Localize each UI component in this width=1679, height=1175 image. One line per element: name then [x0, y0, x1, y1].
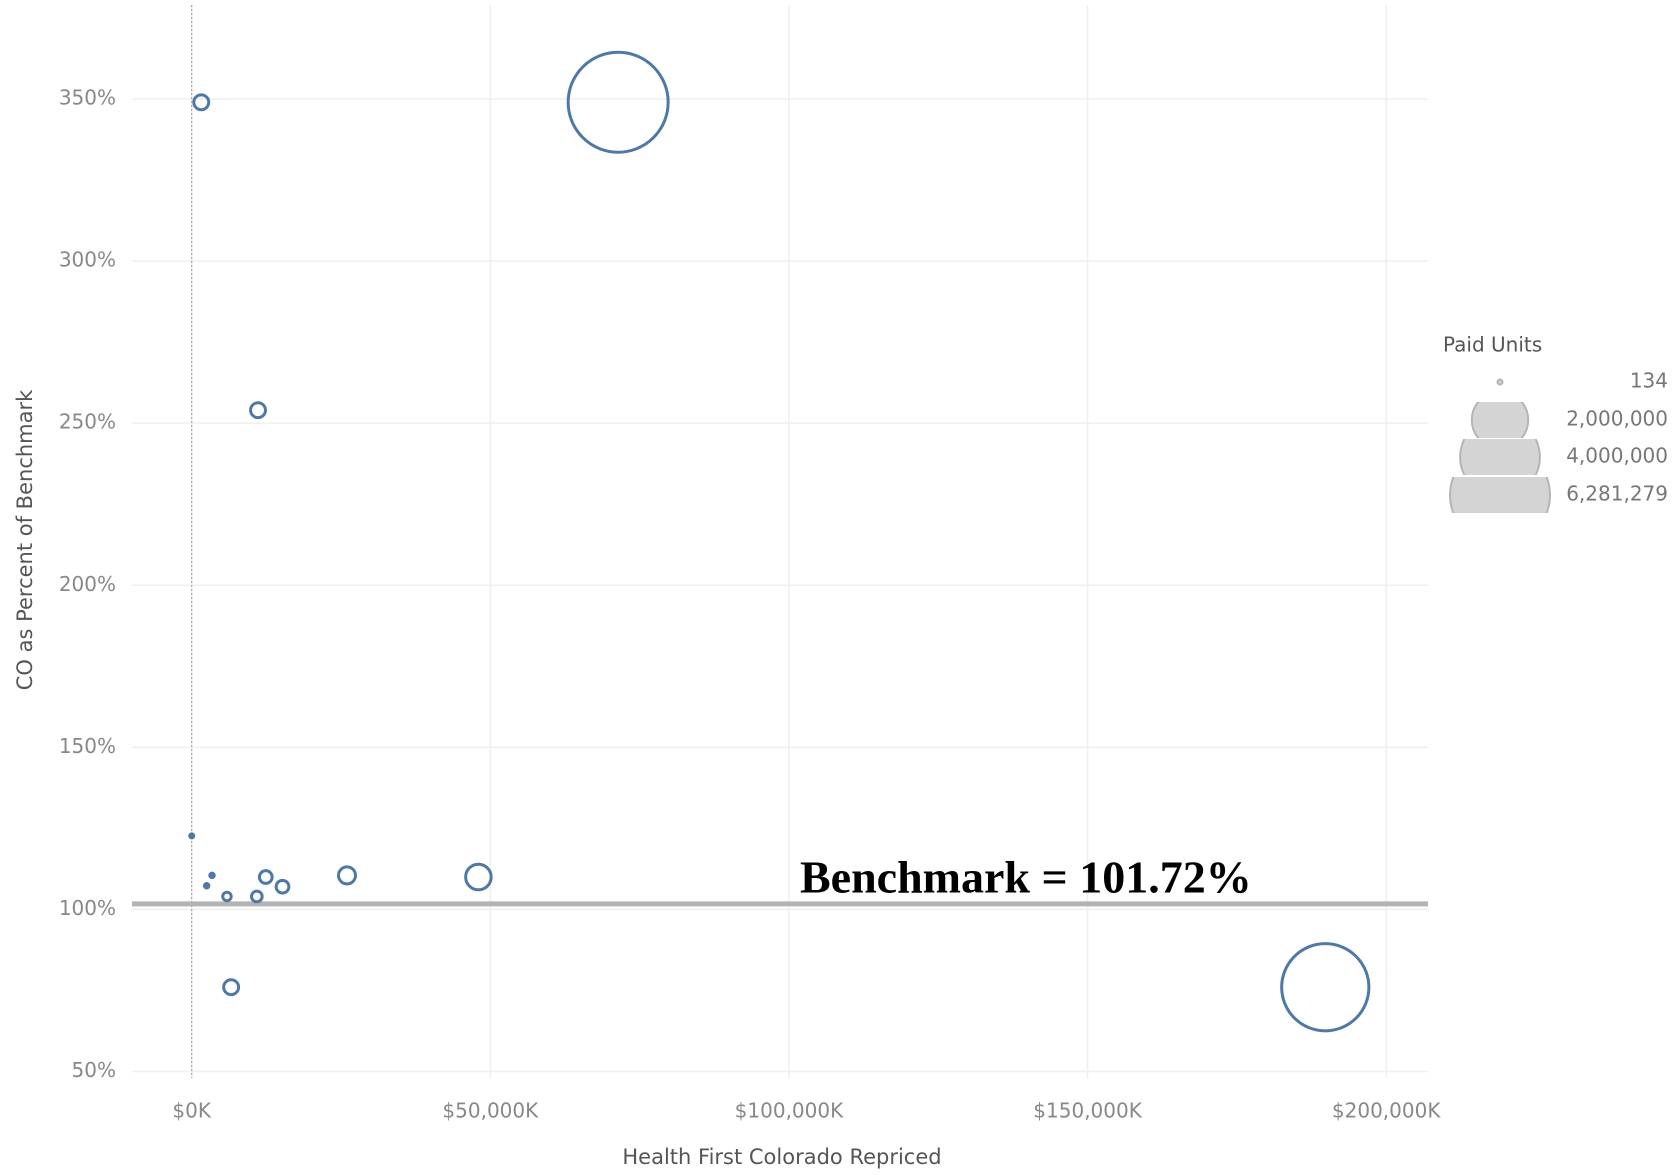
bubble: [249, 401, 267, 420]
bubble: [202, 882, 211, 890]
x-tick-label: $200,000K: [1332, 1099, 1441, 1123]
legend-title: Paid Units: [1443, 333, 1542, 357]
legend-mark: [1449, 477, 1551, 513]
bubble: [257, 869, 274, 885]
y-tick-label: 300%: [59, 248, 116, 272]
legend-mark: [1459, 439, 1541, 475]
x-axis-label: Health First Colorado Repriced: [622, 1145, 941, 1169]
y-axis-label: CO as Percent of Benchmark: [13, 389, 37, 690]
bubble: [250, 889, 264, 904]
bubble: [221, 890, 233, 903]
x-tick-label: $0K: [172, 1099, 211, 1123]
bubble: [208, 871, 216, 880]
y-tick-label: 100%: [59, 896, 116, 920]
y-tick-label: 150%: [59, 734, 116, 758]
y-tick-label: 250%: [59, 410, 116, 434]
y-tick-label: 200%: [59, 572, 116, 596]
bubble: [336, 865, 358, 886]
legend-label: 6,281,279: [1566, 482, 1668, 506]
bubble: [188, 832, 196, 840]
x-tick-label: $100,000K: [735, 1099, 844, 1123]
bubble: [274, 878, 291, 895]
y-tick-label: 50%: [72, 1058, 116, 1082]
bubble: [566, 50, 670, 154]
legend-mark: [1470, 402, 1530, 438]
benchmark-label: Benchmark = 101.72%: [800, 851, 1252, 902]
bubble: [1280, 942, 1371, 1033]
bubble: [222, 978, 241, 997]
legend-label: 134: [1630, 369, 1668, 393]
bubble: [192, 93, 211, 112]
x-tick-label: $150,000K: [1033, 1099, 1142, 1123]
legend-label: 4,000,000: [1566, 444, 1668, 468]
bubble: [464, 862, 493, 892]
legend-label: 2,000,000: [1566, 407, 1668, 431]
y-tick-label: 350%: [59, 86, 116, 110]
x-tick-label: $50,000K: [442, 1099, 539, 1123]
legend-mark: [1496, 378, 1504, 386]
